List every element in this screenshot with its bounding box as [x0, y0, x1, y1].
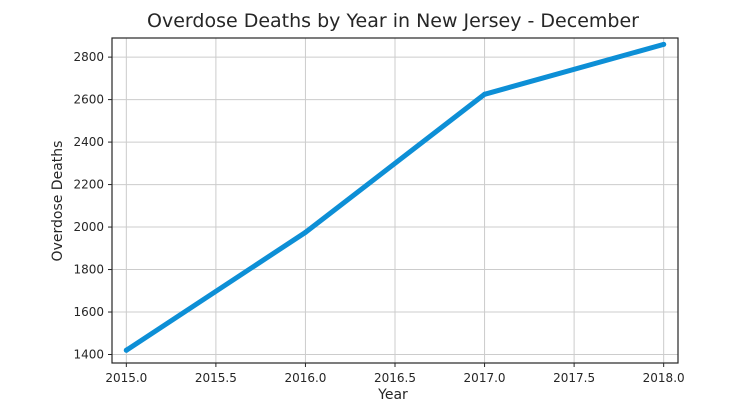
y-axis-label: Overdose Deaths [50, 141, 66, 262]
x-axis-label: Year [377, 387, 408, 403]
y-tick-label: 1600 [73, 305, 104, 319]
data-point [123, 347, 129, 353]
x-tick-label: 2017.0 [464, 371, 506, 385]
y-tick-label: 2000 [73, 220, 104, 234]
data-point [661, 41, 667, 47]
y-tick-label: 1400 [73, 348, 104, 362]
y-tick-label: 2200 [73, 178, 104, 192]
x-tick-label: 2015.0 [105, 371, 147, 385]
x-tick-label: 2017.5 [553, 371, 595, 385]
y-tick-label: 1800 [73, 263, 104, 277]
grid [112, 38, 678, 363]
y-tick-label: 2600 [73, 93, 104, 107]
x-axis-ticks: 2015.0 2015.5 2016.0 2016.5 2017.0 2017.5 2018… [105, 363, 685, 385]
chart-title: Overdose Deaths by Year in New Jersey - … [147, 10, 639, 32]
x-tick-label: 2016.0 [284, 371, 326, 385]
data-point [302, 229, 308, 235]
series-line [123, 41, 667, 353]
x-tick-label: 2015.5 [195, 371, 237, 385]
x-tick-label: 2018.0 [643, 371, 685, 385]
series-group [123, 41, 667, 353]
data-point [482, 91, 488, 97]
y-tick-label: 2800 [73, 50, 104, 64]
x-tick-label: 2016.5 [374, 371, 416, 385]
y-tick-label: 2400 [73, 135, 104, 149]
y-axis-ticks: 1400 1600 1800 2000 2200 2400 2600 2800 [73, 50, 112, 362]
